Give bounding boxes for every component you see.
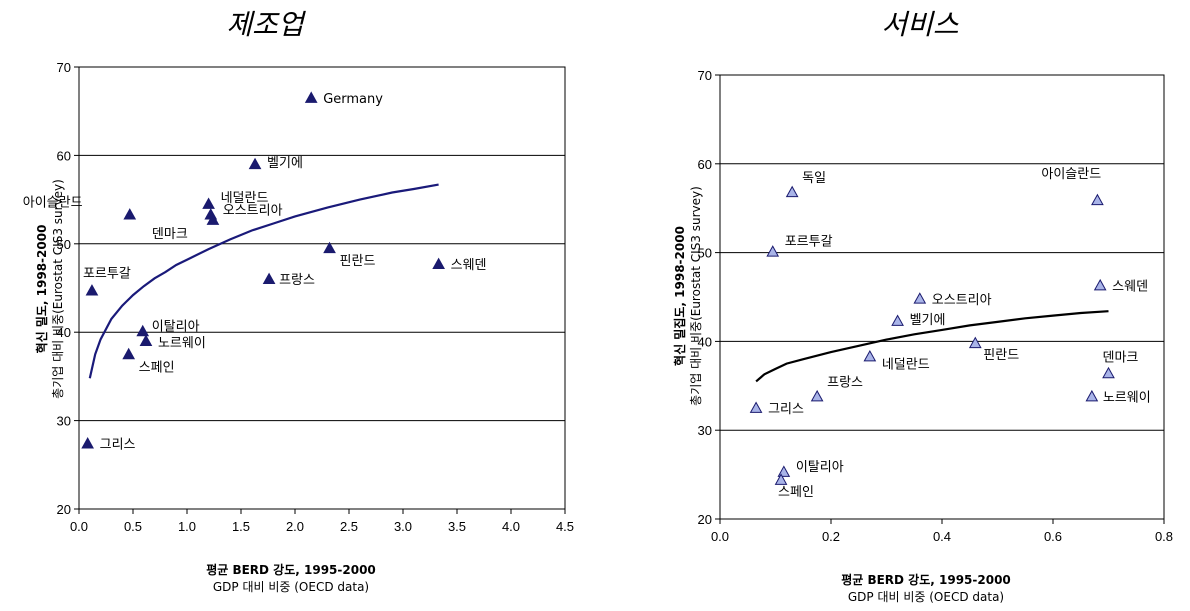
y-tick-label: 30 — [57, 414, 71, 429]
data-point-marker — [785, 185, 799, 198]
y-tick-label: 40 — [57, 325, 71, 340]
data-point-marker — [968, 336, 982, 349]
data-point-marker — [749, 401, 763, 413]
data-point-label: 벨기에 — [910, 313, 946, 328]
data-point-marker — [766, 245, 780, 257]
y-tick-label: 30 — [698, 423, 712, 438]
data-point-marker — [1085, 389, 1099, 402]
data-point-marker — [122, 347, 136, 360]
x-tick-label: 4.0 — [502, 519, 520, 534]
data-point-marker — [123, 208, 137, 220]
data-point-label: 벨기에 — [267, 156, 303, 171]
x-tick-label: 0.6 — [1044, 529, 1062, 544]
data-point-marker — [248, 157, 262, 170]
x-tick-label: 0.8 — [1155, 529, 1173, 544]
data-point-label: 프랑스 — [279, 273, 315, 288]
x-axis-label: 평균 BERD 강도, 1995-2000 — [841, 573, 1011, 587]
data-point-marker — [81, 437, 94, 449]
data-point-marker — [1091, 193, 1104, 206]
data-point-marker — [323, 241, 336, 254]
y-tick-label: 50 — [698, 246, 712, 261]
data-point-label: 포르투갈 — [785, 235, 833, 250]
x-tick-label: 0.2 — [822, 529, 840, 544]
data-point-label: 그리스 — [100, 438, 136, 453]
x-tick-label: 1.5 — [232, 519, 250, 534]
y-axis-sublabel: 총기업 대비 비중(Eurostat CIS3 survey) — [689, 186, 703, 406]
data-point-marker — [206, 213, 220, 225]
x-tick-label: 2.0 — [286, 519, 304, 534]
x-tick-label: 0.5 — [124, 519, 142, 534]
data-point-label: 이탈리아 — [152, 319, 200, 334]
data-point-marker — [891, 314, 904, 326]
data-point-marker — [432, 257, 445, 270]
data-point-marker — [1102, 366, 1115, 379]
x-tick-label: 0.0 — [70, 519, 88, 534]
data-point-marker — [262, 272, 276, 285]
data-point-label: 스페인 — [139, 360, 175, 375]
data-point-label: 네덜란드 — [882, 357, 930, 372]
data-point-marker — [1093, 278, 1107, 291]
x-tick-label: 0.0 — [711, 529, 729, 544]
trend-curve — [88, 183, 439, 379]
x-tick-label: 3.0 — [394, 519, 412, 534]
y-tick-label: 20 — [698, 512, 712, 527]
data-point-label: 덴마크 — [1103, 350, 1139, 365]
data-point-label: 아이슬란드 — [1041, 167, 1101, 182]
data-point-marker — [202, 197, 215, 209]
chart-panel-2: 서비스 20 30 40 50 60 70 0.0 0.2 0.4 0.6 0.8 독일 아이슬란드포르투… — [672, 8, 1173, 604]
data-point-marker — [777, 465, 791, 477]
chart-title: 제조업 — [226, 8, 307, 41]
data-point-marker — [913, 292, 927, 304]
data-point-label: 오스트리아 — [223, 204, 283, 219]
y-tick-label: 70 — [57, 60, 71, 75]
data-point-label: 핀란드 — [340, 254, 376, 269]
y-tick-label: 60 — [698, 157, 712, 172]
data-point-label: 노르웨이 — [158, 336, 206, 351]
data-point-label: 스웨덴 — [451, 258, 487, 273]
y-tick-label: 60 — [57, 148, 71, 163]
data-point-label: 독일 — [802, 171, 826, 186]
data-point-marker — [85, 284, 99, 296]
data-point-marker — [774, 473, 788, 485]
y-axis-label: 혁신 밀집도, 1998-2000 — [672, 226, 687, 366]
x-tick-label: 1.0 — [178, 519, 196, 534]
y-tick-label: 20 — [57, 502, 71, 517]
data-point-label: 스웨덴 — [1112, 279, 1148, 294]
y-tick-label: 50 — [57, 237, 71, 252]
data-point-label: 오스트리아 — [932, 293, 992, 308]
trend-curve — [755, 310, 1109, 383]
y-tick-label: 70 — [698, 68, 712, 83]
data-point-label: 핀란드 — [983, 348, 1019, 363]
x-tick-label: 0.4 — [933, 529, 951, 544]
y-tick-label: 40 — [698, 334, 712, 349]
data-point-label: 포르투갈 — [83, 267, 131, 282]
data-point-marker — [304, 91, 318, 103]
data-point-marker — [136, 324, 150, 337]
data-point-label: 덴마크 — [152, 227, 188, 242]
y-axis-label: 혁신 밀도, 1998-2000 — [34, 225, 49, 354]
data-point-marker — [810, 389, 824, 402]
data-point-label: Germany — [323, 92, 383, 107]
x-axis-label: 평균 BERD 강도, 1995-2000 — [206, 563, 376, 577]
x-tick-label: 3.5 — [448, 519, 466, 534]
y-axis-sublabel: 총기업 대비 비중(Eurostat CIS3 survey) — [51, 179, 65, 399]
x-axis-sublabel: GDP 대비 비중 (OECD data) — [848, 590, 1004, 604]
x-axis-sublabel: GDP 대비 비중 (OECD data) — [213, 580, 369, 594]
chart-panel-1: 제조업 20 30 40 50 60 70 0.0 0.5 1.0 1.5 2.0 2.5 3.0 3.5 4… — [23, 8, 574, 594]
data-point-label: 노르웨이 — [1103, 390, 1151, 405]
x-tick-label: 2.5 — [340, 519, 358, 534]
data-point-label: 그리스 — [768, 402, 804, 417]
data-point-label: 네덜란드 — [221, 191, 269, 206]
data-point-marker — [863, 349, 877, 362]
data-point-label: 스페인 — [778, 485, 814, 500]
x-tick-label: 4.5 — [556, 519, 574, 534]
data-point-label: 프랑스 — [827, 375, 863, 390]
data-point-label: 이탈리아 — [796, 460, 844, 475]
chart-title: 서비스 — [881, 8, 959, 41]
plot-area — [78, 66, 566, 510]
data-point-label: 아이슬란드 — [23, 196, 83, 211]
data-point-marker — [139, 334, 153, 346]
